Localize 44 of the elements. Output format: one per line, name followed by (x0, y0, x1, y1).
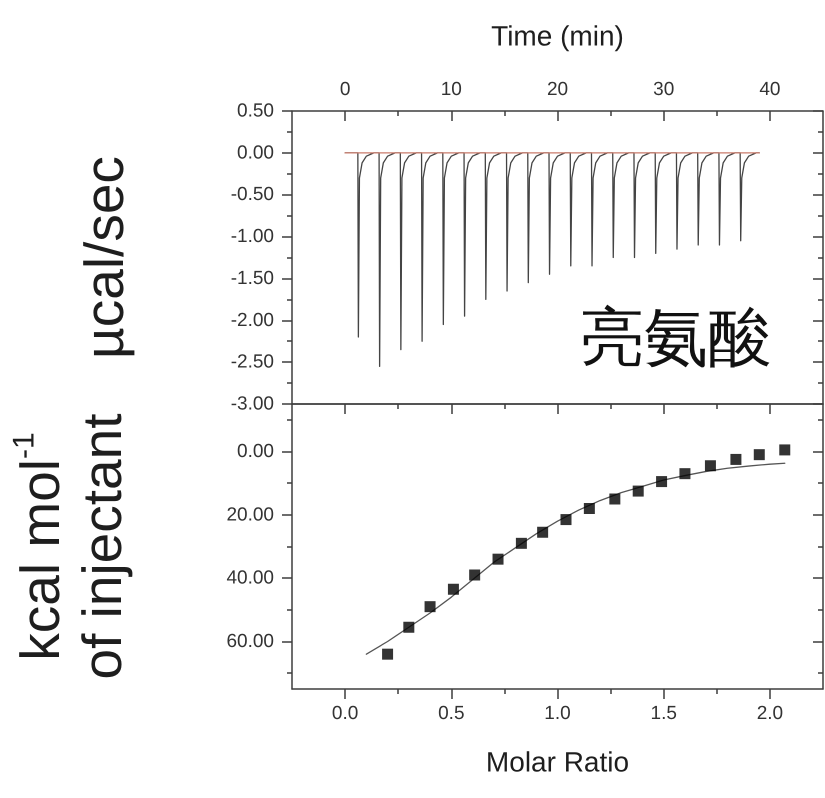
point (424, 601, 436, 612)
point (492, 554, 504, 565)
y-tick-label: 0.50 (237, 100, 274, 122)
point (609, 494, 620, 504)
y-tick-label: 20.00 (226, 504, 274, 526)
point (679, 468, 690, 480)
y-tick-label: 0.00 (237, 142, 274, 164)
x-axis-title: Time (min) (491, 20, 624, 52)
annotation: 亮氨酸 (580, 301, 772, 375)
point (448, 584, 459, 595)
x-tick-label: 1.0 (544, 703, 571, 724)
y-tick-label: 0.00 (237, 441, 274, 462)
x-tick-label: 1.5 (650, 703, 677, 724)
point (779, 444, 790, 456)
x-axis-title: Molar Ratio (486, 746, 630, 778)
point (632, 486, 644, 497)
point (403, 622, 414, 633)
point (656, 476, 668, 488)
x-tick-label: 30 (653, 79, 674, 100)
point (516, 538, 527, 549)
y-tick-label: -2.50 (230, 352, 274, 373)
y-tick-label: 60.00 (226, 631, 274, 652)
x-tick-label: 40 (759, 79, 780, 100)
y-tick-label: -3.00 (230, 394, 274, 414)
y-tick-label: -2.00 (230, 310, 274, 331)
point (560, 514, 572, 526)
x-tick-label: 0 (340, 79, 350, 100)
x-tick-label: 2.0 (756, 703, 784, 724)
point (754, 449, 765, 460)
y-tick-label: -1.00 (230, 226, 274, 248)
point (537, 526, 548, 538)
point (730, 454, 742, 465)
y-tick-label: 40.00 (226, 568, 274, 589)
point (382, 648, 394, 660)
x-tick-label: 0.0 (332, 703, 358, 724)
y-axis-title: µcal/sec (73, 156, 135, 359)
point (584, 503, 595, 514)
y-tick-label: -0.50 (230, 184, 274, 206)
point (704, 460, 716, 472)
point (469, 570, 480, 580)
x-tick-label: 0.5 (438, 703, 465, 724)
y-tick-label: -1.50 (230, 268, 274, 289)
x-tick-label: 10 (440, 79, 462, 100)
x-tick-label: 20 (546, 79, 568, 100)
